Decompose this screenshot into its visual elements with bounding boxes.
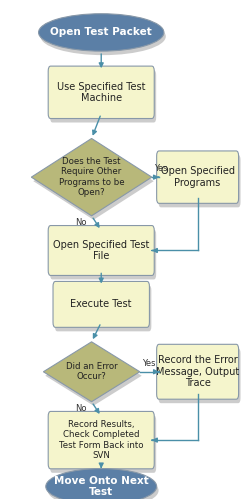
FancyBboxPatch shape <box>50 415 156 473</box>
Polygon shape <box>43 342 140 402</box>
Ellipse shape <box>48 473 159 499</box>
Text: Open Test Packet: Open Test Packet <box>50 27 152 37</box>
FancyBboxPatch shape <box>159 348 241 403</box>
Text: Open Specified
Programs: Open Specified Programs <box>161 166 235 188</box>
Text: Move Onto Next
Test: Move Onto Next Test <box>54 476 149 498</box>
FancyBboxPatch shape <box>53 281 149 327</box>
Text: Use Specified Test
Machine: Use Specified Test Machine <box>57 81 146 103</box>
Text: Yes: Yes <box>154 164 168 173</box>
FancyBboxPatch shape <box>48 226 154 275</box>
Text: Does the Test
Require Other
Programs to be
Open?: Does the Test Require Other Programs to … <box>59 157 124 197</box>
Text: Execute Test: Execute Test <box>70 299 132 309</box>
Polygon shape <box>31 138 152 216</box>
FancyBboxPatch shape <box>48 66 154 119</box>
FancyBboxPatch shape <box>157 344 239 399</box>
Polygon shape <box>45 346 142 406</box>
Polygon shape <box>33 143 154 220</box>
Text: No: No <box>75 218 86 227</box>
Ellipse shape <box>40 18 166 55</box>
Text: Yes: Yes <box>142 359 156 368</box>
FancyBboxPatch shape <box>55 285 151 331</box>
FancyBboxPatch shape <box>48 411 154 469</box>
FancyBboxPatch shape <box>159 155 241 208</box>
Text: Record Results,
Check Completed
Test Form Back into
SVN: Record Results, Check Completed Test For… <box>59 420 143 460</box>
Ellipse shape <box>46 469 157 499</box>
Text: Record the Error
Message, Output
Trace: Record the Error Message, Output Trace <box>156 355 239 388</box>
FancyBboxPatch shape <box>157 151 239 204</box>
Text: Open Specified Test
File: Open Specified Test File <box>53 240 149 261</box>
Ellipse shape <box>39 13 164 51</box>
Text: No: No <box>75 404 86 413</box>
FancyBboxPatch shape <box>50 70 156 123</box>
FancyBboxPatch shape <box>50 230 156 279</box>
Text: Did an Error
Occur?: Did an Error Occur? <box>66 362 117 381</box>
